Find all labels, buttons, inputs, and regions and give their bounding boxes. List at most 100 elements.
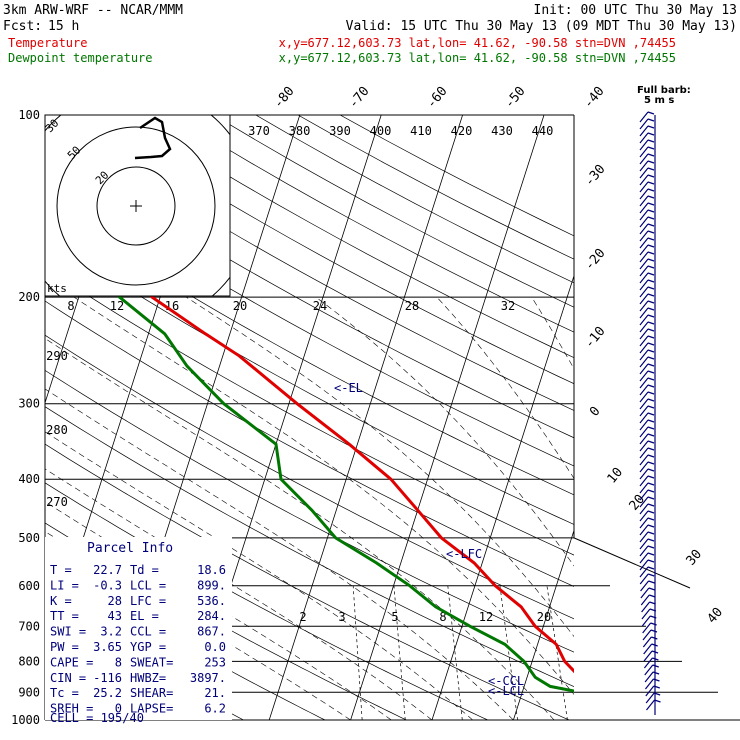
wind-barb — [639, 314, 649, 326]
parcel-field-label: SREH = — [50, 702, 93, 716]
wind-barb — [639, 454, 649, 466]
wind-barb-flag — [647, 230, 655, 234]
moist-adiabat-label: 290 — [46, 349, 68, 363]
wind-barb — [639, 573, 649, 585]
wind-barb-flag — [647, 384, 655, 388]
parcel-field-value: 0.0 — [204, 640, 226, 654]
wind-barb — [639, 216, 649, 228]
wind-barb-flag — [647, 265, 655, 269]
parcel-field-value: 253 — [204, 655, 226, 669]
parcel-field-label: PW = — [50, 640, 79, 654]
wind-barb — [642, 629, 652, 641]
isotherm-label: -10 — [582, 324, 609, 352]
theta-label: 390 — [329, 124, 351, 138]
pressure-label: 800 — [18, 654, 40, 668]
parcel-field-label: LI = — [50, 578, 79, 592]
wind-barb — [639, 510, 649, 522]
mixing-ratio-line — [447, 585, 463, 720]
wind-barb — [639, 405, 649, 417]
wind-barb-flag — [652, 664, 659, 668]
parcel-field-label: LFC = — [130, 594, 166, 608]
forecast-hour: 15 h — [48, 19, 79, 34]
moist-adiabat-label: 280 — [46, 423, 68, 437]
mixing-ratio-label: 12 — [110, 299, 124, 313]
wind-barb-flag — [647, 342, 655, 346]
wind-barb — [644, 678, 654, 690]
mixing-ratio-label: 28 — [405, 299, 419, 313]
mixing-ratio-line — [352, 585, 363, 720]
wind-barb — [639, 503, 649, 515]
wind-barb — [639, 552, 649, 564]
parcel-field-value: 0 — [115, 702, 122, 716]
mixing-ratio-label: 20 — [537, 610, 551, 624]
hodograph-inset: 20 50 30 kts — [43, 114, 231, 297]
forecast-label: Fcst: — [3, 19, 42, 34]
wind-barb — [639, 384, 649, 396]
wind-barb — [639, 531, 649, 543]
wind-barb — [639, 461, 649, 473]
parcel-field-value: 28 — [108, 594, 122, 608]
theta-label: 440 — [532, 124, 554, 138]
wind-barb-flag — [647, 419, 655, 423]
wind-barb-flag — [647, 251, 655, 255]
wind-barb-flag — [650, 629, 658, 633]
theta-label: 410 — [410, 124, 432, 138]
wind-barb — [639, 433, 649, 445]
wind-barb-flag — [647, 153, 655, 157]
isotherm-label: 10 — [605, 465, 627, 487]
mixing-ratio-label: 3 — [338, 610, 345, 624]
dry-adiabat — [45, 406, 574, 687]
wind-barb-flag — [647, 405, 655, 409]
wind-barb-flag — [647, 370, 655, 374]
wind-barb-flag — [647, 391, 655, 395]
mixing-ratio-label: 2 — [299, 610, 306, 624]
dewpoint-legend: Dewpoint temperature — [8, 51, 153, 65]
wind-barb — [639, 181, 649, 193]
dry-adiabat — [45, 369, 574, 653]
wind-barb-flag — [647, 286, 655, 290]
wind-barb-flag — [647, 307, 655, 311]
pressure-labels: 100 200 300 400 500 600 700 800 900 1000 — [11, 108, 40, 727]
mixing-ratio-label: 8 — [67, 299, 74, 313]
wind-barb — [639, 139, 649, 151]
wind-barb — [639, 202, 649, 214]
parcel-info-title: Parcel Info — [87, 541, 173, 556]
isotherm-label: 20 — [627, 492, 649, 514]
wind-barb — [639, 566, 649, 578]
parcel-field-label: SHEAR= — [130, 686, 173, 700]
wind-barb — [643, 657, 653, 669]
wind-barb-flag — [647, 524, 655, 528]
dry-adiabat — [297, 115, 574, 260]
dry-adiabat — [45, 300, 574, 587]
wind-barb-flag — [647, 293, 655, 297]
hodograph-ring-outer — [56, 126, 216, 286]
parcel-field-value: 18.6 — [197, 563, 226, 577]
wind-barb-flag — [647, 118, 655, 122]
wind-barb — [639, 279, 649, 291]
parcel-field-value: 25.2 — [93, 686, 122, 700]
theta-label: 430 — [491, 124, 513, 138]
parcel-field-label: YGP = — [130, 640, 166, 654]
isotherm-label: -50 — [502, 84, 529, 112]
parcel-field-label: Td = — [130, 563, 159, 577]
wind-barb-flag — [653, 678, 660, 682]
parcel-field-value: 3.2 — [100, 625, 122, 639]
wind-barb — [639, 524, 649, 536]
parcel-field-label: CIN = — [50, 671, 86, 685]
wind-barb — [639, 426, 649, 438]
wind-barb — [639, 335, 649, 347]
wind-barb-flag — [647, 111, 655, 115]
wind-barb-flag — [647, 433, 655, 437]
mixing-ratio-line — [609, 586, 633, 720]
mixing-ratio-label: 8 — [439, 610, 446, 624]
wind-barb — [639, 167, 649, 179]
parcel-field-value: 43 — [108, 609, 122, 623]
parcel-field-label: Tc = — [50, 686, 79, 700]
wind-barb-flag — [647, 356, 655, 360]
pressure-label: 300 — [18, 397, 40, 411]
isotherm-label: -40 — [581, 84, 608, 112]
wind-barb-flag — [648, 573, 655, 577]
wind-barb — [639, 440, 649, 452]
wind-barb — [640, 594, 650, 606]
